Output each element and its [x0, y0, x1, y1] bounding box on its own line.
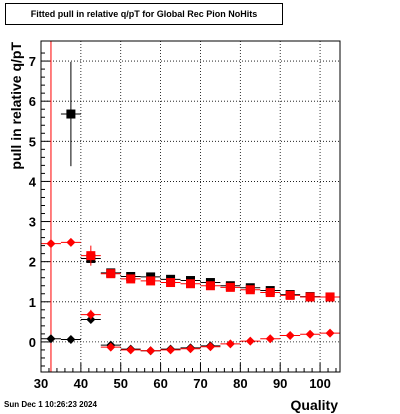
data-point-square	[166, 278, 176, 288]
data-point-diamond	[305, 329, 315, 339]
data-point-diamond	[46, 334, 56, 344]
axes: 30 40 50 60 70 80 90 100 0 1 2 3 4 5 6 7	[29, 52, 337, 391]
data-point-square	[305, 292, 315, 302]
y-tick-label: 0	[29, 335, 36, 350]
y-tick-label: 4	[29, 174, 37, 189]
series-1	[80, 245, 340, 302]
chart-title: Fitted pull in relative q/pT for Global …	[5, 3, 283, 25]
data-point-diamond	[86, 310, 96, 320]
data-point-diamond	[325, 328, 335, 338]
data-point-square	[146, 276, 156, 286]
x-tick-label: 50	[113, 376, 127, 391]
x-tick-label: 80	[233, 376, 247, 391]
data-point-square	[66, 109, 76, 119]
series-3	[41, 237, 340, 356]
data-point-square	[225, 282, 235, 292]
plot-frame	[40, 40, 341, 373]
data-point-square	[86, 251, 96, 261]
data-point-diamond	[245, 336, 255, 346]
data-point-diamond	[146, 346, 156, 356]
x-tick-label: 30	[34, 376, 48, 391]
y-tick-label: 5	[29, 134, 36, 149]
data-point-diamond	[66, 335, 76, 345]
timestamp: Sun Dec 1 10:26:23 2024	[4, 400, 97, 409]
data-point-square	[245, 285, 255, 295]
data-point-diamond	[205, 342, 215, 352]
data-point-diamond	[126, 345, 136, 355]
data-point-diamond	[166, 345, 176, 355]
data-point-diamond	[265, 334, 275, 344]
data-point-square	[126, 274, 136, 284]
y-tick-label: 1	[29, 295, 36, 310]
data-point-square	[106, 269, 116, 279]
x-tick-label: 90	[273, 376, 287, 391]
y-tick-label: 2	[29, 255, 36, 270]
y-axis-label: pull in relative q/pT	[8, 42, 24, 170]
data-point-square	[205, 281, 215, 291]
data-point-square	[186, 279, 195, 289]
data-point-square	[285, 290, 295, 300]
data-point-diamond	[285, 330, 295, 340]
x-tick-label: 40	[74, 376, 88, 391]
plot-series	[41, 61, 340, 356]
y-tick-label: 6	[29, 94, 36, 109]
x-tick-label: 70	[193, 376, 207, 391]
data-point-diamond	[66, 237, 76, 247]
data-point-diamond	[106, 342, 116, 352]
y-tick-label: 7	[29, 54, 36, 69]
x-axis-label: Quality	[291, 397, 339, 413]
data-point-diamond	[225, 339, 235, 349]
x-tick-label: 60	[153, 376, 167, 391]
grid	[40, 41, 340, 372]
data-point-diamond	[46, 239, 56, 249]
data-point-diamond	[186, 344, 195, 354]
data-point-square	[265, 288, 275, 298]
data-point-square	[325, 292, 335, 302]
x-tick-label: 100	[309, 376, 331, 391]
y-tick-label: 3	[29, 215, 36, 230]
